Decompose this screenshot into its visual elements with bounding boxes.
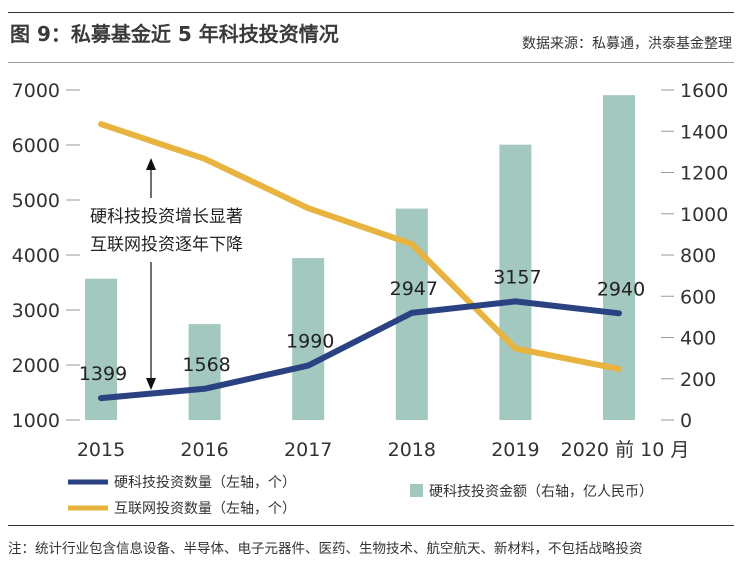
legend-label-hard-tech: 硬科技投资数量（左轴，个） [114, 475, 296, 491]
right-axis-tick-label: 400 [680, 328, 716, 350]
bar-investment-amount [499, 144, 532, 420]
right-axis-tick-label: 1000 [680, 204, 728, 226]
right-axis-tick-label: 600 [680, 286, 716, 308]
x-axis-tick-label: 2019 [491, 439, 539, 461]
data-label-hard-tech: 1568 [182, 354, 230, 376]
line-hard-tech-count [98, 298, 622, 402]
legend-swatch-bars [410, 484, 423, 497]
footnote: 注：统计行业包含信息设备、半导体、电子元器件、医药、生物技术、航空航天、新材料，… [8, 541, 643, 557]
right-axis-tick-label: 1600 [680, 80, 728, 102]
annotation-arrowhead-up [146, 158, 156, 170]
right-axis-tick-label: 0 [680, 410, 692, 432]
x-axis-tick-label: 2017 [284, 439, 332, 461]
right-axis-tick-label: 800 [680, 245, 716, 267]
x-axis-tick-label: 2015 [77, 439, 125, 461]
left-axis-tick-label: 2000 [12, 355, 60, 377]
bar-investment-amount [292, 258, 325, 420]
left-axis-tick-label: 3000 [12, 300, 60, 322]
left-axis-tick-label: 7000 [12, 80, 60, 102]
line-internet-count [98, 121, 622, 372]
right-axis-tick-label: 200 [680, 369, 716, 391]
chart-title: 图 9：私募基金近 5 年科技投资情况 [10, 22, 339, 46]
right-axis-tick-label: 1400 [680, 121, 728, 143]
left-axis-tick-label: 4000 [12, 245, 60, 267]
annotation-line-2: 互联网投资逐年下降 [90, 235, 243, 255]
annotation-arrowhead-down [146, 378, 156, 390]
annotation-line-1: 硬科技投资增长显著 [90, 207, 243, 227]
x-axis-tick-label: 2018 [388, 439, 436, 461]
data-label-hard-tech: 2947 [390, 278, 438, 300]
data-label-hard-tech: 1399 [79, 363, 127, 385]
left-axis-tick-label: 1000 [12, 410, 60, 432]
left-axis-tick-label: 6000 [12, 135, 60, 157]
legend-label-bars: 硬科技投资金额（右轴，亿人民币） [429, 484, 653, 500]
legend-label-internet: 互联网投资数量（左轴，个） [114, 501, 296, 517]
data-source: 数据来源：私募通，洪泰基金整理 [522, 36, 732, 52]
data-label-hard-tech: 3157 [493, 266, 541, 288]
header-rule [8, 62, 734, 63]
data-label-hard-tech: 1990 [286, 331, 334, 353]
right-axis-tick-label: 1200 [680, 163, 728, 185]
x-axis-tick-label: 2016 [180, 439, 228, 461]
left-axis-tick-label: 5000 [12, 190, 60, 212]
footer-rule [8, 525, 734, 526]
top-rule [8, 12, 734, 13]
x-axis-tick-label: 2020 前 10 月 [561, 439, 690, 461]
bar-investment-amount [188, 324, 221, 420]
data-label-hard-tech: 2940 [597, 278, 645, 300]
